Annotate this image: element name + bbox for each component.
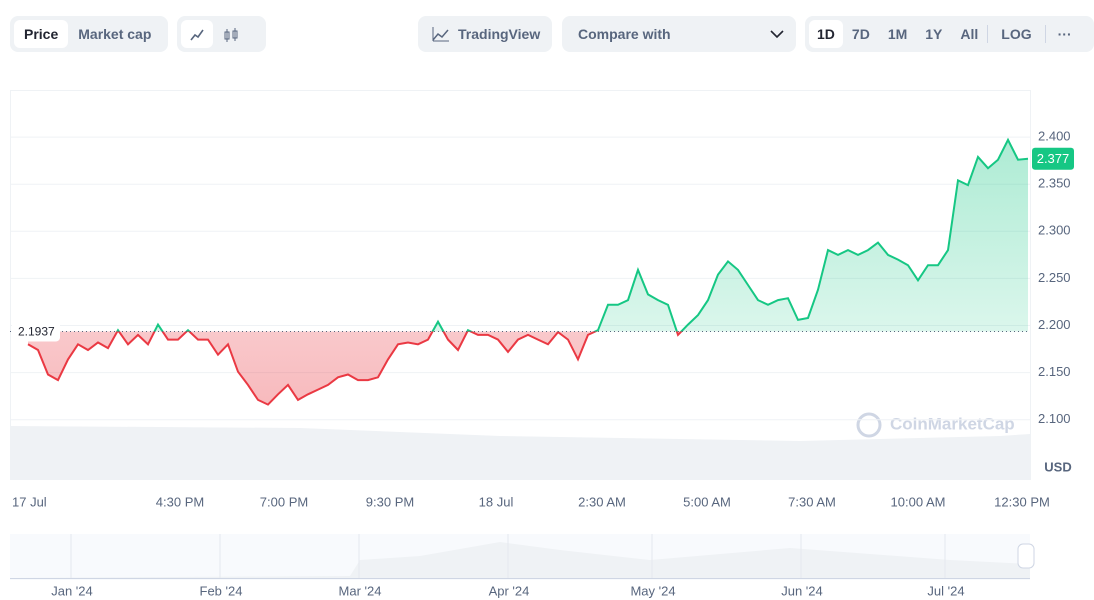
x-tick-label: 5:00 AM (683, 494, 731, 509)
separator (987, 25, 989, 43)
tab-market-cap[interactable]: Market cap (78, 26, 152, 42)
line-style[interactable] (181, 20, 213, 48)
current-price-label: 2.377 (1037, 151, 1070, 166)
navigator-label: Jul '24 (927, 583, 964, 598)
navigator-area (10, 542, 1030, 578)
y-tick-label: 2.100 (1038, 411, 1071, 426)
log-button[interactable]: LOG (1001, 26, 1032, 42)
y-unit: USD (1044, 459, 1071, 474)
separator (1044, 25, 1046, 43)
x-tick-label: 7:00 PM (260, 494, 308, 509)
navigator-handle[interactable] (1017, 543, 1035, 569)
price-tabs: Price Market cap (10, 16, 168, 52)
navigator-label: Apr '24 (489, 583, 530, 598)
navigator-label: Mar '24 (339, 583, 382, 598)
navigator-label: Jun '24 (781, 583, 823, 598)
x-tick-label: 9:30 PM (366, 494, 414, 509)
x-tick-label: 7:30 AM (788, 494, 836, 509)
tab-price[interactable]: Price (14, 20, 69, 48)
y-tick-label: 2.150 (1038, 364, 1071, 379)
tradingview-button[interactable]: TradingView (418, 16, 552, 52)
price-line-up (116, 137, 1029, 332)
range-button[interactable]: 1D (809, 20, 843, 48)
area-up (28, 139, 1028, 332)
range-button[interactable]: 1Y (925, 26, 943, 42)
x-tick-label: 2:30 AM (578, 494, 626, 509)
navigator-label: Jan '24 (51, 583, 93, 598)
range-button[interactable]: All (960, 26, 979, 42)
compare-label: Compare with (578, 26, 671, 42)
volume-area (10, 426, 1030, 479)
range-button[interactable]: 1M (887, 26, 908, 42)
baseline-tag (12, 321, 60, 342)
plot-frame (10, 90, 1031, 480)
x-tick-label: 17 Jul (12, 494, 47, 509)
x-tick-label: 12:30 PM (994, 494, 1050, 509)
y-tick-label: 2.200 (1038, 317, 1071, 332)
x-tick-label: 10:00 AM (891, 494, 946, 509)
candle-style[interactable] (213, 20, 249, 48)
y-tick-label: 2.400 (1038, 129, 1071, 144)
x-tick-label: 4:30 PM (156, 494, 204, 509)
y-tick-label: 2.250 (1038, 270, 1071, 285)
area-down (28, 331, 682, 405)
navigator-label: Feb '24 (200, 583, 243, 598)
compare-select[interactable]: Compare with (562, 16, 796, 52)
more-button[interactable]: ··· (1057, 26, 1072, 42)
range-bar: 1D 7D 1M 1Y All LOG ··· (805, 16, 1094, 52)
baseline-label: 2.1937 (18, 325, 55, 339)
watermark: CoinMarketCap (890, 414, 1015, 433)
watermark-logo (856, 412, 882, 438)
navigator (10, 534, 1030, 580)
y-tick-label: 2.350 (1038, 176, 1071, 191)
price-line-down (27, 331, 683, 406)
x-tick-label: 18 Jul (479, 494, 514, 509)
chart-style (177, 16, 266, 52)
y-tick-label: 2.300 (1038, 223, 1071, 238)
range-button[interactable]: 7D (851, 26, 870, 42)
tradingview-label: TradingView (458, 26, 541, 42)
current-price-tag (1032, 147, 1074, 170)
navigator-label: May '24 (630, 583, 675, 598)
